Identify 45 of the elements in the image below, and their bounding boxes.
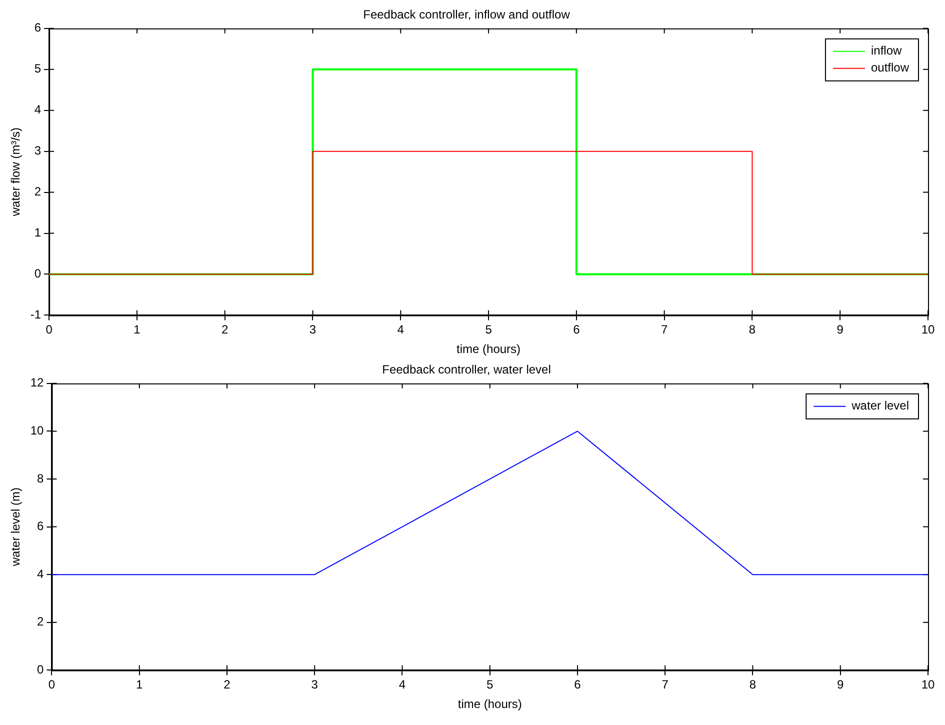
chart-title: Feedback controller, inflow and outflow xyxy=(363,8,570,22)
x-tick-label: 8 xyxy=(748,322,756,337)
x-tick-label: 8 xyxy=(749,678,756,692)
x-tick-label: 2 xyxy=(222,322,229,337)
x-tick-label: 2 xyxy=(224,678,231,692)
x-tick-label: 9 xyxy=(836,322,844,337)
y-tick-label: 5 xyxy=(34,62,42,76)
x-tick-label: 6 xyxy=(574,678,582,692)
x-tick-label: 1 xyxy=(136,678,144,692)
legend-label: inflow xyxy=(870,44,902,58)
y-tick-label: 6 xyxy=(34,20,42,35)
y-tick-label: 10 xyxy=(30,424,44,438)
y-axis-title: water flow (m³/s) xyxy=(8,127,23,218)
x-tick-label: 4 xyxy=(398,678,406,692)
legend-label: outflow xyxy=(870,60,910,75)
x-tick-label: 10 xyxy=(921,322,935,337)
y-tick-label: 2 xyxy=(34,184,42,199)
x-axis-title: time (hours) xyxy=(456,342,521,356)
y-tick-label: 12 xyxy=(30,376,44,390)
y-tick-label: 6 xyxy=(37,519,44,534)
x-axis-title: time (hours) xyxy=(458,697,522,712)
x-tick-label: 5 xyxy=(486,678,494,692)
y-tick-label: 3 xyxy=(34,144,42,158)
y-tick-label: 2 xyxy=(37,614,44,629)
x-tick-label: 5 xyxy=(485,322,492,337)
y-axis-title: water level (m) xyxy=(8,487,23,568)
x-tick-label: 3 xyxy=(311,678,318,692)
x-tick-label: 0 xyxy=(48,678,56,692)
x-tick-label: 4 xyxy=(397,322,404,337)
y-tick-label: 8 xyxy=(37,471,44,486)
y-tick-label: 1 xyxy=(34,226,42,240)
x-tick-label: 1 xyxy=(134,322,141,337)
x-tick-label: 10 xyxy=(921,678,935,692)
x-tick-label: 7 xyxy=(662,678,669,692)
y-tick-label: 4 xyxy=(37,566,44,581)
x-tick-label: 3 xyxy=(309,322,316,337)
x-tick-label: 6 xyxy=(573,322,580,337)
y-tick-label: 4 xyxy=(34,102,42,117)
x-tick-label: 7 xyxy=(660,322,668,337)
y-tick-label: 0 xyxy=(34,266,42,281)
y-tick-label: -1 xyxy=(30,308,42,322)
y-tick-label: 0 xyxy=(37,662,44,677)
x-tick-label: 9 xyxy=(837,678,844,692)
chart-title: Feedback controller, water level xyxy=(382,362,551,377)
legend-label: water level xyxy=(850,398,909,413)
